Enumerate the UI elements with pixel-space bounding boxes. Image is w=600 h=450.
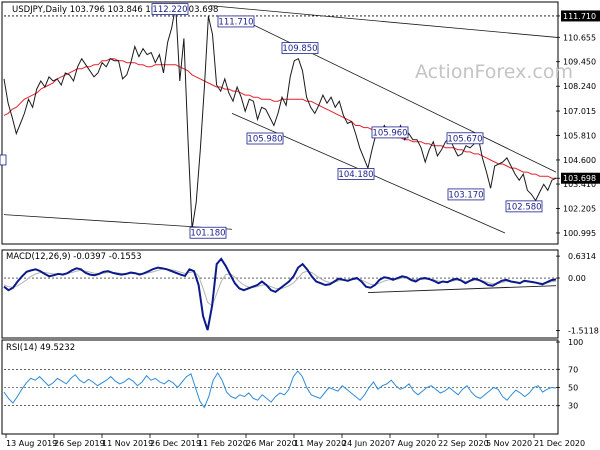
x-tick-label: 26 Mar 2020 bbox=[246, 439, 297, 448]
price-line bbox=[3, 5, 557, 229]
rsi-y-tick-label: 30 bbox=[568, 402, 578, 411]
watermark-text: ActionForex.com bbox=[415, 61, 573, 83]
x-tick-label: 11 May 2020 bbox=[294, 439, 346, 448]
price-tag-box bbox=[561, 172, 600, 184]
price-annotation-box bbox=[151, 3, 189, 16]
price-tag-box bbox=[561, 10, 600, 22]
price-annotation-label: 105.980 bbox=[247, 135, 282, 145]
rsi-panel-frame bbox=[1, 339, 559, 435]
x-tick-label: 24 Jun 2020 bbox=[342, 439, 390, 448]
x-tick-label: 22 Sep 2020 bbox=[438, 439, 489, 448]
price-y-tick-label: 103.410 bbox=[563, 180, 596, 189]
x-tick-label: 7 Aug 2020 bbox=[390, 439, 436, 448]
rsi-y-tick-label: 70 bbox=[568, 365, 578, 374]
x-tick-label: 5 Nov 2020 bbox=[486, 439, 532, 448]
macd-panel-frame bbox=[1, 249, 559, 339]
macd-plot bbox=[3, 257, 557, 331]
macd-y-tick-label: -1.5118 bbox=[568, 326, 599, 335]
price-annotation-label: 112.220 bbox=[152, 5, 187, 15]
macd-panel-title: MACD(12,26,9) -0.0397 -0.1553 bbox=[6, 252, 142, 262]
price-y-tick-label: 108.240 bbox=[563, 82, 596, 91]
price-annotation-label: 105.670 bbox=[447, 134, 482, 144]
price-y-tick-label: 100.995 bbox=[563, 229, 596, 238]
rsi-y-tick-label: 50 bbox=[568, 384, 578, 393]
left-edge-marker bbox=[0, 154, 7, 166]
price-annotation-label: 109.850 bbox=[282, 44, 317, 54]
x-tick-label: 26 Dec 2019 bbox=[150, 439, 201, 448]
price-annotation-label: 103.170 bbox=[448, 190, 483, 200]
price-y-tick-label: 107.015 bbox=[563, 107, 596, 116]
price-y-tick-label: 102.205 bbox=[563, 204, 596, 213]
price-y-tick-label: 110.655 bbox=[563, 33, 596, 42]
rsi-line bbox=[3, 370, 557, 409]
rsi-plot bbox=[3, 368, 557, 409]
x-tick-label: 11 Nov 2019 bbox=[102, 439, 153, 448]
price-annotation-box bbox=[447, 188, 485, 201]
price-annotation-box bbox=[446, 132, 484, 145]
rsi-y-tick-label: 100 bbox=[568, 338, 583, 347]
price-annotation-box bbox=[281, 42, 319, 55]
price-plot: 112.220 111.710 109.850 105.980 105.960 105.6… bbox=[0, 3, 557, 239]
x-tick-label: 21 Dec 2020 bbox=[534, 439, 585, 448]
channel-upper-trendline bbox=[234, 15, 557, 173]
macd-line bbox=[3, 257, 557, 331]
price-annotation-label: 101.180 bbox=[190, 229, 225, 239]
price-y-tick-label: 109.450 bbox=[563, 58, 596, 67]
price-annotation-label: 102.580 bbox=[506, 202, 541, 212]
rsi-panel-title: RSI(14) 49.5232 bbox=[6, 343, 75, 353]
x-tick-label: 26 Sep 2019 bbox=[54, 439, 105, 448]
price-annotation-box bbox=[189, 226, 227, 239]
axes: 111.710 110.655 109.450 108.240 107.015 105.8… bbox=[5, 10, 600, 448]
price-panel-title: USDJPY,Daily 103.796 103.846 103.689 103… bbox=[12, 5, 218, 15]
x-tick-label: 11 Feb 2020 bbox=[198, 439, 248, 448]
bottom-trendline bbox=[3, 214, 233, 230]
long-term-trendline bbox=[209, 5, 557, 38]
price-annotation-label: 104.180 bbox=[338, 170, 373, 180]
macd-trendline bbox=[367, 285, 557, 294]
price-y-tick-label: 103.698 bbox=[563, 174, 596, 183]
macd-y-tick-label: 0.6314 bbox=[568, 252, 596, 261]
price-y-tick-label: 111.710 bbox=[563, 12, 596, 21]
price-annotation-box bbox=[371, 126, 409, 139]
price-panel-frame bbox=[1, 1, 559, 245]
price-annotation-label: 105.960 bbox=[372, 128, 407, 138]
price-annotation-label: 111.710 bbox=[218, 17, 253, 27]
macd-y-tick-label: 0.00 bbox=[568, 274, 586, 283]
price-y-tick-label: 105.810 bbox=[563, 131, 596, 140]
price-annotation-box bbox=[337, 168, 375, 180]
price-y-tick-label: 104.600 bbox=[563, 156, 596, 165]
price-annotation-box bbox=[246, 132, 284, 145]
price-annotation-box bbox=[217, 15, 255, 28]
price-annotation-box bbox=[505, 200, 543, 213]
x-tick-label: 13 Aug 2019 bbox=[6, 439, 57, 448]
